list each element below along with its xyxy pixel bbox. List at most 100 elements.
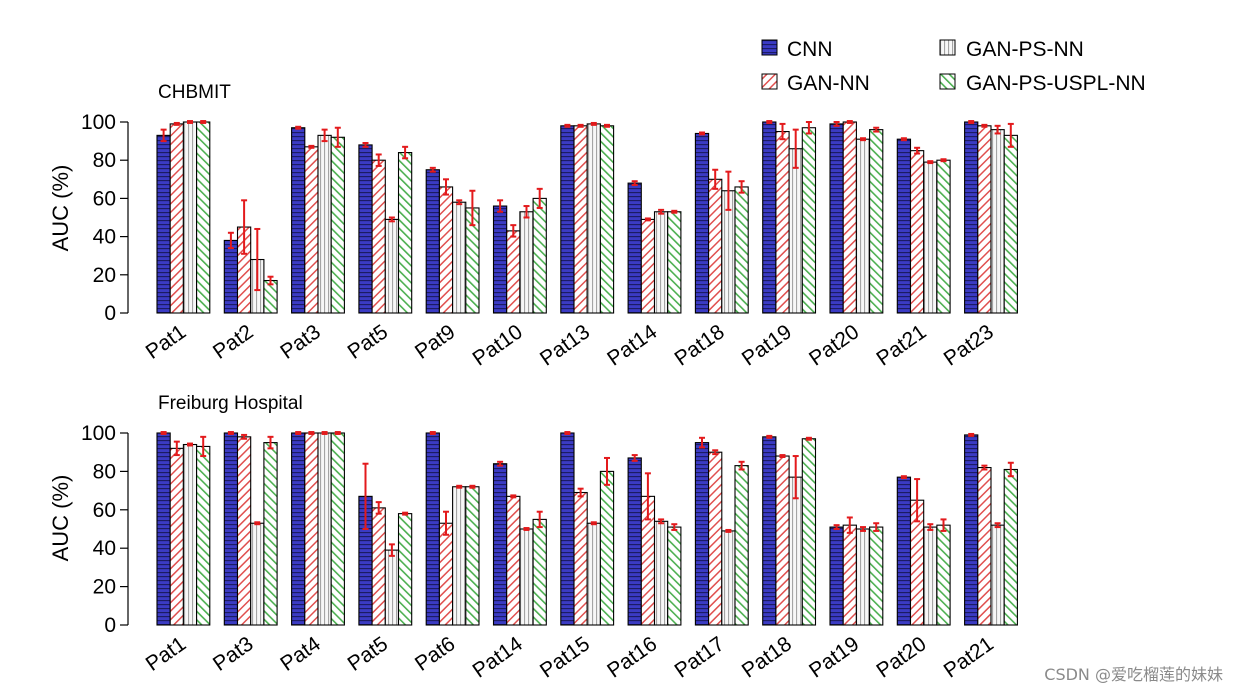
bar-gan-ps-uspl-nn xyxy=(197,446,210,625)
bar-cnn xyxy=(157,135,170,313)
y-tick-label: 20 xyxy=(93,576,116,599)
x-tick-label: Pat13 xyxy=(536,320,594,370)
legend-label-gan-nn: GAN-NN xyxy=(787,72,870,95)
y-tick-label: 60 xyxy=(93,499,116,522)
y-axis-label: AUC (%) xyxy=(48,165,73,252)
bar-gan-nn xyxy=(709,452,722,625)
bar-cnn xyxy=(628,183,641,313)
x-tick-label: Pat14 xyxy=(603,320,661,371)
x-tick-label: Pat5 xyxy=(344,632,393,676)
y-tick-label: 40 xyxy=(93,537,116,560)
bar-gan-ps-uspl-nn xyxy=(870,130,883,313)
bar-gan-ps-nn xyxy=(318,135,331,313)
bar-gan-ps-uspl-nn xyxy=(1004,469,1017,625)
y-tick-label: 0 xyxy=(104,614,116,637)
bar-gan-nn xyxy=(776,456,789,625)
bar-gan-ps-nn xyxy=(587,523,600,625)
bar-gan-nn xyxy=(641,219,654,313)
bar-gan-ps-uspl-nn xyxy=(533,519,546,625)
bar-gan-nn xyxy=(170,448,183,625)
bar-gan-ps-nn xyxy=(587,124,600,313)
bar-gan-nn xyxy=(372,160,385,313)
bar-gan-nn xyxy=(709,179,722,313)
bar-gan-ps-uspl-nn xyxy=(802,439,815,625)
x-tick-label: Pat21 xyxy=(940,632,998,682)
bar-gan-ps-nn xyxy=(991,130,1004,313)
bar-gan-ps-nn xyxy=(789,149,802,313)
bar-gan-ps-nn xyxy=(251,523,264,625)
bar-gan-ps-uspl-nn xyxy=(668,212,681,313)
x-tick-label: Pat10 xyxy=(469,320,527,370)
legend: CNN GAN-NN GAN-PS-NN GAN-PS-USPL-NN xyxy=(762,38,1146,95)
panel-chbmit: CHBMIT AUC (%) 0 20 40 60 80 100 Pat1 Pat2 Pat3 P… xyxy=(48,82,1017,371)
bar-cnn xyxy=(897,477,910,625)
bar-cnn xyxy=(965,122,978,313)
bar-gan-nn xyxy=(238,437,251,625)
x-tick-label: Pat1 xyxy=(142,632,191,676)
bar-cnn xyxy=(830,527,843,625)
bar-gan-nn xyxy=(978,468,991,625)
y-tick-label: 80 xyxy=(93,460,116,483)
bar-gan-ps-nn xyxy=(520,212,533,313)
bar-gan-ps-uspl-nn xyxy=(870,527,883,625)
bar-cnn xyxy=(561,433,574,625)
legend-swatch-cnn xyxy=(762,40,777,55)
bar-gan-ps-uspl-nn xyxy=(399,153,412,313)
x-tick-label: Pat4 xyxy=(276,632,325,676)
bar-gan-ps-nn xyxy=(183,122,196,313)
x-tick-label: Pat14 xyxy=(469,632,527,683)
legend-item-gan-ps-nn: GAN-PS-NN xyxy=(940,38,1084,61)
x-tick-label: Pat20 xyxy=(805,320,863,370)
y-tick-label: 0 xyxy=(104,302,116,325)
panel-freiburg-hospital: Freiburg Hospital AUC (%) 0 20 40 60 80 100 Pa… xyxy=(48,393,1017,683)
x-tick-label: Pat2 xyxy=(209,320,258,364)
y-tick-label: 60 xyxy=(93,187,116,210)
bar-cnn xyxy=(157,433,170,625)
legend-item-gan-ps-uspl-nn: GAN-PS-USPL-NN xyxy=(940,72,1146,95)
bar-cnn xyxy=(763,437,776,625)
bar-gan-ps-uspl-nn xyxy=(1004,135,1017,313)
bar-gan-ps-nn xyxy=(722,531,735,625)
x-tick-label: Pat1 xyxy=(142,320,191,364)
bar-cnn xyxy=(763,122,776,313)
bar-cnn xyxy=(830,124,843,313)
y-tick-label: 40 xyxy=(93,226,116,249)
x-tick-label: Pat18 xyxy=(671,320,729,370)
bar-cnn xyxy=(494,464,507,625)
panel-title: Freiburg Hospital xyxy=(158,393,303,414)
bar-gan-ps-nn xyxy=(856,529,869,625)
bar-cnn xyxy=(426,170,439,313)
bar-cnn xyxy=(494,206,507,313)
y-tick-label: 100 xyxy=(81,111,116,134)
x-tick-label: Pat3 xyxy=(209,632,258,676)
legend-label-gan-ps-uspl-nn: GAN-PS-USPL-NN xyxy=(966,72,1146,95)
x-tick-label: Pat6 xyxy=(411,632,460,676)
panel-title: CHBMIT xyxy=(158,82,231,103)
bar-gan-ps-uspl-nn xyxy=(937,525,950,625)
x-tick-label: Pat17 xyxy=(671,632,729,682)
bar-gan-ps-uspl-nn xyxy=(197,122,210,313)
legend-swatch-gan-ps-nn xyxy=(940,40,955,55)
bar-gan-ps-uspl-nn xyxy=(331,137,344,313)
bar-gan-ps-uspl-nn xyxy=(937,160,950,313)
bar-cnn xyxy=(224,433,237,625)
legend-item-cnn: CNN xyxy=(762,38,833,61)
bar-gan-nn xyxy=(574,126,587,313)
bar-gan-nn xyxy=(776,132,789,313)
bar-gan-nn xyxy=(439,187,452,313)
bar-gan-nn xyxy=(978,126,991,313)
bar-cnn xyxy=(561,126,574,313)
x-tick-label: Pat23 xyxy=(940,320,998,370)
bar-gan-nn xyxy=(507,231,520,313)
legend-item-gan-nn: GAN-NN xyxy=(762,72,870,95)
bar-gan-ps-nn xyxy=(520,529,533,625)
bar-gan-ps-nn xyxy=(183,445,196,625)
legend-label-cnn: CNN xyxy=(787,38,833,61)
bar-gan-ps-nn xyxy=(453,487,466,625)
x-tick-label: Pat20 xyxy=(872,632,930,682)
bar-gan-nn xyxy=(305,433,318,625)
bar-cnn xyxy=(224,240,237,313)
bar-cnn xyxy=(965,435,978,625)
